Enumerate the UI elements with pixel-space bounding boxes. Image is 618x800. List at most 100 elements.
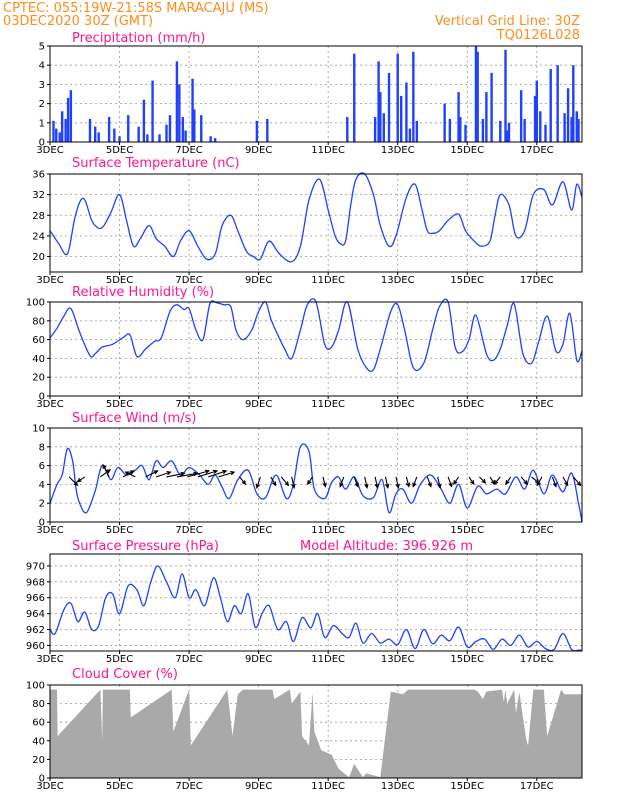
wind-vector-arrow [68, 476, 79, 487]
wind-vector-arrow [447, 476, 453, 488]
wind-vector-arrow [155, 471, 172, 478]
x-tick-label: 11DEC [311, 145, 345, 156]
x-tick-label: 3DEC [36, 654, 63, 665]
x-tick-label: 15DEC [450, 525, 484, 536]
y-tick-label: 60 [32, 718, 45, 729]
precip-bar [535, 80, 538, 142]
x-tick-label: 11DEC [311, 275, 345, 286]
wind-vector-arrow [551, 476, 557, 488]
x-tick-label: 13DEC [381, 145, 415, 156]
precip-bar [346, 117, 349, 142]
precip-bar [412, 51, 415, 143]
x-tick-label: 5DEC [106, 781, 133, 792]
precip-bar [544, 124, 547, 142]
precip-bar [97, 132, 100, 142]
y-tick-label: 0 [39, 392, 45, 403]
wind-vector-arrow [505, 476, 512, 486]
y-tick-label: 960 [26, 641, 45, 652]
precip-bar [178, 84, 181, 142]
wind-vector-arrow [562, 476, 569, 487]
precip-bar [142, 99, 146, 142]
x-tick-label: 9DEC [245, 525, 272, 536]
wind-line [49, 443, 583, 523]
precip-bar [60, 111, 64, 142]
precip-bar [499, 120, 502, 142]
precip-bar [151, 80, 154, 142]
x-tick-label: 15DEC [450, 654, 484, 665]
y-tick-label: 20 [32, 755, 45, 766]
precip-bar [448, 118, 452, 142]
wind-vector-arrow [166, 471, 186, 478]
x-tick-label: 5DEC [106, 399, 133, 410]
wind-vector-arrow [536, 476, 543, 487]
panel-cloud: 0 20 40 60 80 100 3DEC 5DEC 7DEC 9DEC 11DEC 13DEC 15… [26, 667, 583, 792]
wind-vector-arrow [468, 476, 475, 486]
x-tick-label: 11DEC [311, 781, 345, 792]
x-tick-label: 5DEC [106, 654, 133, 665]
precip-bar [55, 128, 58, 142]
precip-bar [193, 109, 196, 142]
wind-vector-arrow [405, 476, 411, 488]
x-tick-label: 9DEC [245, 399, 272, 410]
wind-vector-arrow [187, 469, 211, 478]
y-tick-label: 100 [26, 681, 45, 692]
y-tick-label: 5 [39, 42, 45, 53]
precip-bar [556, 65, 559, 142]
x-tick-label: 9DEC [245, 275, 272, 286]
panel-precip: 0 1 2 3 4 5 3DEC 5DEC 7DEC 9DEC 11DEC 13DEC 15DEC 17D… [36, 31, 583, 156]
y-tick-label: 970 [26, 561, 45, 572]
panels-group: 0 1 2 3 4 5 3DEC 5DEC 7DEC 9DEC 11DEC 13DEC 15DEC 17D… [26, 31, 583, 792]
precip-bar [94, 126, 97, 142]
wind-vector-arrow [395, 476, 400, 489]
y-tick-label: 100 [26, 298, 45, 309]
y-tick-label: 80 [32, 316, 45, 327]
precip-bar [563, 113, 566, 142]
y-tick-label: 4 [39, 61, 45, 72]
wind-vector-arrow [145, 470, 159, 478]
wind-vector-arrow [384, 476, 390, 489]
y-tick-label: 28 [32, 211, 45, 222]
precip-bar [566, 88, 570, 142]
precip-bar [69, 90, 73, 142]
precip-bar [481, 118, 485, 142]
precip-bar [191, 78, 194, 142]
precip-bar [485, 92, 488, 142]
x-tick-label: 17DEC [520, 781, 554, 792]
x-tick-label: 13DEC [381, 399, 415, 410]
y-tick-label: 40 [32, 736, 45, 747]
precip-bar [382, 113, 386, 142]
wind-vector-arrow [208, 469, 228, 478]
x-tick-label: 15DEC [450, 145, 484, 156]
temperature-line [49, 172, 583, 263]
header-run-date: 03DEC2020 30Z (GMT) [3, 14, 153, 29]
model-altitude-label: Model Altitude: 396.926 m [300, 539, 473, 554]
x-tick-label: 3DEC [36, 145, 63, 156]
precip-bar [415, 120, 419, 142]
y-tick-label: 966 [26, 593, 45, 604]
precip-bar [184, 130, 187, 142]
precip-bar [570, 117, 573, 142]
precip-bar [181, 117, 185, 142]
x-tick-label: 17DEC [520, 654, 554, 665]
precip-bar [443, 103, 446, 142]
precip-bar [137, 126, 140, 142]
y-tick-label: 6 [39, 461, 45, 472]
panel-humidity: 0 20 40 60 80 100 3DEC 5DEC 7DEC 9DEC 11DEC 13DEC 15… [26, 285, 583, 410]
wind-vector-arrow [339, 476, 345, 488]
plot-frame [49, 173, 583, 273]
precip-bar [507, 122, 511, 142]
wind-vector-arrow [374, 476, 379, 489]
x-tick-label: 15DEC [450, 399, 484, 410]
x-tick-label: 7DEC [175, 525, 202, 536]
y-tick-label: 40 [32, 354, 45, 365]
wind-vector-arrow [426, 476, 432, 488]
wind-vector-arrow [280, 476, 290, 487]
wind-vector-arrow [572, 476, 582, 487]
wind-vector-arrow [102, 463, 110, 478]
precip-bar [399, 95, 403, 142]
precip-bar [575, 111, 578, 142]
precip-bar [107, 117, 111, 142]
precip-bar [504, 49, 507, 143]
x-tick-label: 13DEC [381, 525, 415, 536]
plot-frame [49, 45, 583, 143]
